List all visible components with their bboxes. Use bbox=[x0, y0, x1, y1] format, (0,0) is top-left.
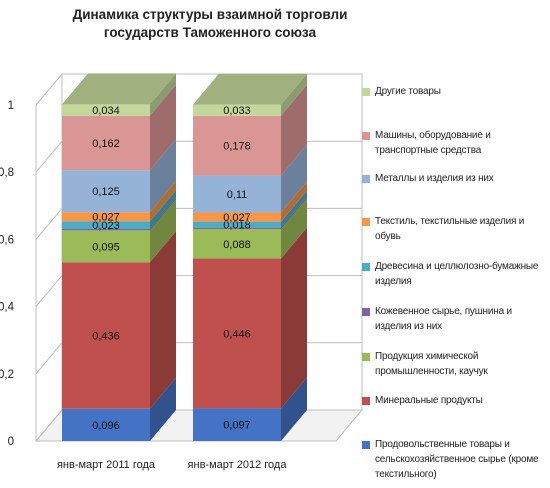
bar-segment-side bbox=[150, 199, 176, 263]
bar-segment-side bbox=[281, 377, 307, 441]
data-label: 0,097 bbox=[223, 420, 251, 432]
legend-label: Продовольственные товары и сельскохозяйс… bbox=[375, 439, 539, 480]
bar-segment-side bbox=[150, 231, 176, 409]
y-tick-label: 0,6 bbox=[0, 234, 14, 246]
legend-label: Продукция химической промышленности, кау… bbox=[375, 351, 488, 377]
data-label: 0,023 bbox=[92, 220, 120, 232]
legend-label: Текстиль, текстильные изделия и обувь bbox=[375, 216, 525, 242]
bar-top bbox=[62, 73, 176, 105]
bar-segment-side bbox=[281, 227, 307, 409]
legend-label: Кожевенное сырье, пушнина и изделия из н… bbox=[375, 306, 512, 332]
bar-segment-side bbox=[281, 181, 307, 222]
bar-segment-side bbox=[281, 84, 307, 176]
data-label: 0,027 bbox=[92, 212, 120, 224]
bar-segment-side bbox=[281, 196, 307, 229]
bar-segment bbox=[62, 115, 150, 171]
bar-segment bbox=[62, 104, 150, 116]
bar-segment-side bbox=[150, 139, 176, 213]
chart-title: Динамика структуры взаимной торговли гос… bbox=[72, 7, 348, 40]
legend-label: Машины, оборудование и транспортные сред… bbox=[375, 130, 491, 156]
bar-segment-side bbox=[150, 181, 176, 222]
bar-segment bbox=[62, 170, 150, 213]
data-label: 0,088 bbox=[223, 239, 251, 251]
data-label: 0,178 bbox=[223, 141, 251, 153]
bar-segment bbox=[193, 228, 281, 259]
data-label: 0,11 bbox=[227, 189, 248, 201]
legend-swatch bbox=[362, 308, 370, 316]
bar-segment bbox=[193, 221, 281, 228]
bar-segment-side bbox=[150, 377, 176, 441]
y-axis: 0 0,2 0,4 0,6 0,8 1 bbox=[0, 100, 15, 448]
bars: 0,0960,4360,0950,0230,0270,1250,1620,034… bbox=[62, 73, 307, 441]
data-label: 0,162 bbox=[92, 138, 120, 150]
legend-swatch bbox=[362, 218, 370, 226]
bar-segment bbox=[193, 258, 281, 409]
bar-segment bbox=[193, 175, 281, 213]
data-label: 0,027 bbox=[223, 212, 251, 224]
bar-segment-side bbox=[150, 73, 176, 116]
y-tick-label: 0,4 bbox=[0, 302, 15, 314]
bar-segment bbox=[62, 262, 150, 409]
data-label: 0,125 bbox=[92, 186, 120, 198]
bar-segment-side bbox=[150, 84, 176, 171]
bar-segment-side bbox=[281, 73, 307, 116]
bar-segment bbox=[62, 212, 150, 222]
legend-swatch bbox=[362, 263, 370, 271]
bar-segment bbox=[193, 227, 281, 229]
bar-segment bbox=[193, 115, 281, 176]
bar-top bbox=[193, 73, 307, 105]
legend-label: Минеральные продукты bbox=[375, 395, 483, 406]
data-label: 0,095 bbox=[92, 241, 120, 253]
legend-label: Древесина и целлюлозно-бумажные изделия bbox=[375, 261, 539, 287]
data-label: 0,096 bbox=[92, 420, 120, 432]
bar-segment bbox=[62, 228, 150, 231]
y-tick-label: 0,2 bbox=[0, 369, 14, 381]
legend-swatch bbox=[362, 88, 370, 96]
bar-segment-side bbox=[281, 190, 307, 228]
bar-segment-side bbox=[150, 197, 176, 231]
data-label: 0,446 bbox=[223, 328, 251, 340]
legend-swatch bbox=[362, 132, 370, 140]
bar-segment bbox=[193, 104, 281, 116]
data-label: 0,034 bbox=[92, 105, 120, 117]
bar-segment-side bbox=[281, 144, 307, 213]
legend-swatch bbox=[362, 353, 370, 361]
bar-segment-side bbox=[281, 197, 307, 259]
bar-segment bbox=[62, 230, 150, 263]
y-tick-label: 1 bbox=[8, 100, 14, 112]
bar-segment bbox=[62, 221, 150, 229]
bar-segment bbox=[193, 212, 281, 222]
data-label: 0,033 bbox=[223, 105, 251, 117]
legend-label: Другие товары bbox=[375, 86, 441, 97]
legend-label: Металлы и изделия из них bbox=[375, 173, 494, 184]
bar-segment bbox=[62, 408, 150, 441]
y-tick-label: 0,8 bbox=[0, 167, 14, 179]
data-label: 0,018 bbox=[223, 220, 251, 232]
x-tick-label: янв-март 2012 года bbox=[188, 459, 288, 471]
x-tick-label: янв-март 2011 года bbox=[57, 459, 156, 471]
y-tick-label: 0 bbox=[8, 436, 14, 448]
bar-segment bbox=[193, 408, 281, 441]
x-axis: янв-март 2011 года янв-март 2012 года bbox=[57, 459, 287, 471]
legend-swatch bbox=[362, 441, 370, 449]
legend-swatch bbox=[362, 397, 370, 405]
bar-segment-side bbox=[150, 190, 176, 229]
legend-swatch bbox=[362, 175, 370, 183]
data-label: 0,436 bbox=[92, 330, 120, 342]
